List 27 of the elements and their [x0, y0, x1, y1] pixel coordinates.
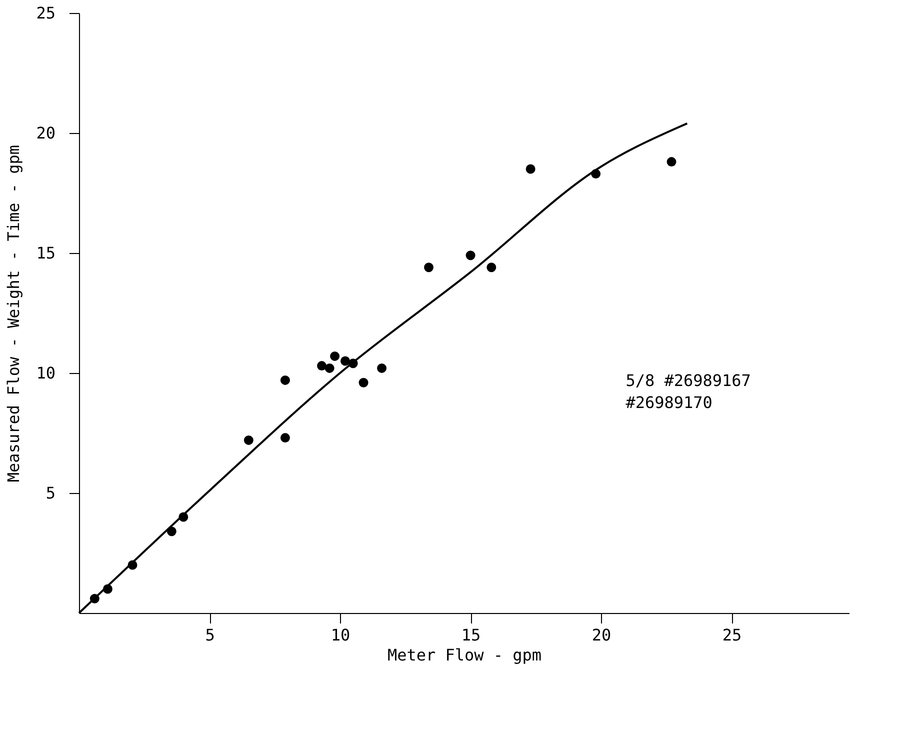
y-tick-label: 5: [46, 484, 56, 502]
point: [340, 356, 350, 366]
point: [317, 361, 326, 371]
x-tick-label: 10: [330, 626, 350, 644]
y-axis-title: Measured Flow - Weight - Time - gpm: [4, 144, 24, 482]
point: [358, 378, 368, 388]
point: [330, 351, 340, 361]
point: [424, 262, 434, 272]
x-tick-label: 20: [592, 626, 612, 644]
x-tick-label: 15: [461, 626, 481, 644]
x-axis-title: Meter Flow - gpm: [387, 646, 542, 664]
y-tick-label: 10: [36, 364, 56, 382]
y-tick-label: 25: [36, 4, 56, 22]
point: [280, 433, 290, 443]
x-tick-label: 5: [205, 626, 215, 644]
point: [377, 363, 387, 373]
point: [526, 164, 536, 174]
point: [666, 157, 676, 167]
y-tick-label: 15: [36, 244, 56, 262]
point: [280, 375, 290, 385]
y-tick-label: 20: [36, 124, 56, 142]
point: [324, 363, 334, 373]
point: [244, 435, 254, 445]
annotation: 5/8 #26989167 #26989170: [626, 371, 751, 412]
x-tick-label: 25: [722, 626, 742, 644]
point: [466, 250, 476, 260]
point: [486, 262, 496, 272]
